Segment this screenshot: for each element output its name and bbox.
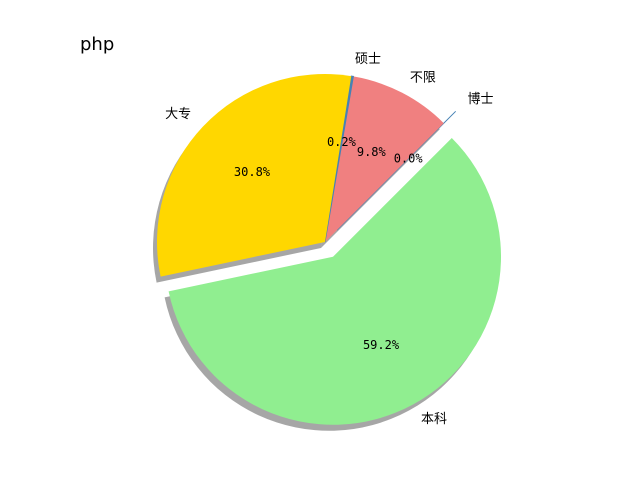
slice-5 xyxy=(168,137,502,425)
slice-2 xyxy=(325,76,444,242)
slice-4 xyxy=(157,74,352,277)
slice-shadow-1 xyxy=(332,117,452,237)
percent-label-4: 30.8% xyxy=(234,165,271,179)
percent-label-2: 9.8% xyxy=(357,145,387,159)
slice-label-4: 大专 xyxy=(165,107,191,122)
slice-label-5: 本科 xyxy=(421,412,447,427)
slice-label-3: 硕士 xyxy=(355,52,381,67)
percent-label-5: 59.2% xyxy=(363,338,400,352)
slice-3 xyxy=(324,75,354,243)
chart-title: php xyxy=(80,34,114,55)
percent-labels: 0.0% 9.8%0.2% 30.8% 59.2% xyxy=(234,135,423,352)
percent-label-1: 0.0% xyxy=(394,151,424,165)
pie-slices xyxy=(157,74,502,425)
percent-label-3: 0.2% xyxy=(327,135,357,149)
slice-label-1: 博士 xyxy=(468,92,494,107)
slice-label-2: 不限 xyxy=(410,70,436,85)
